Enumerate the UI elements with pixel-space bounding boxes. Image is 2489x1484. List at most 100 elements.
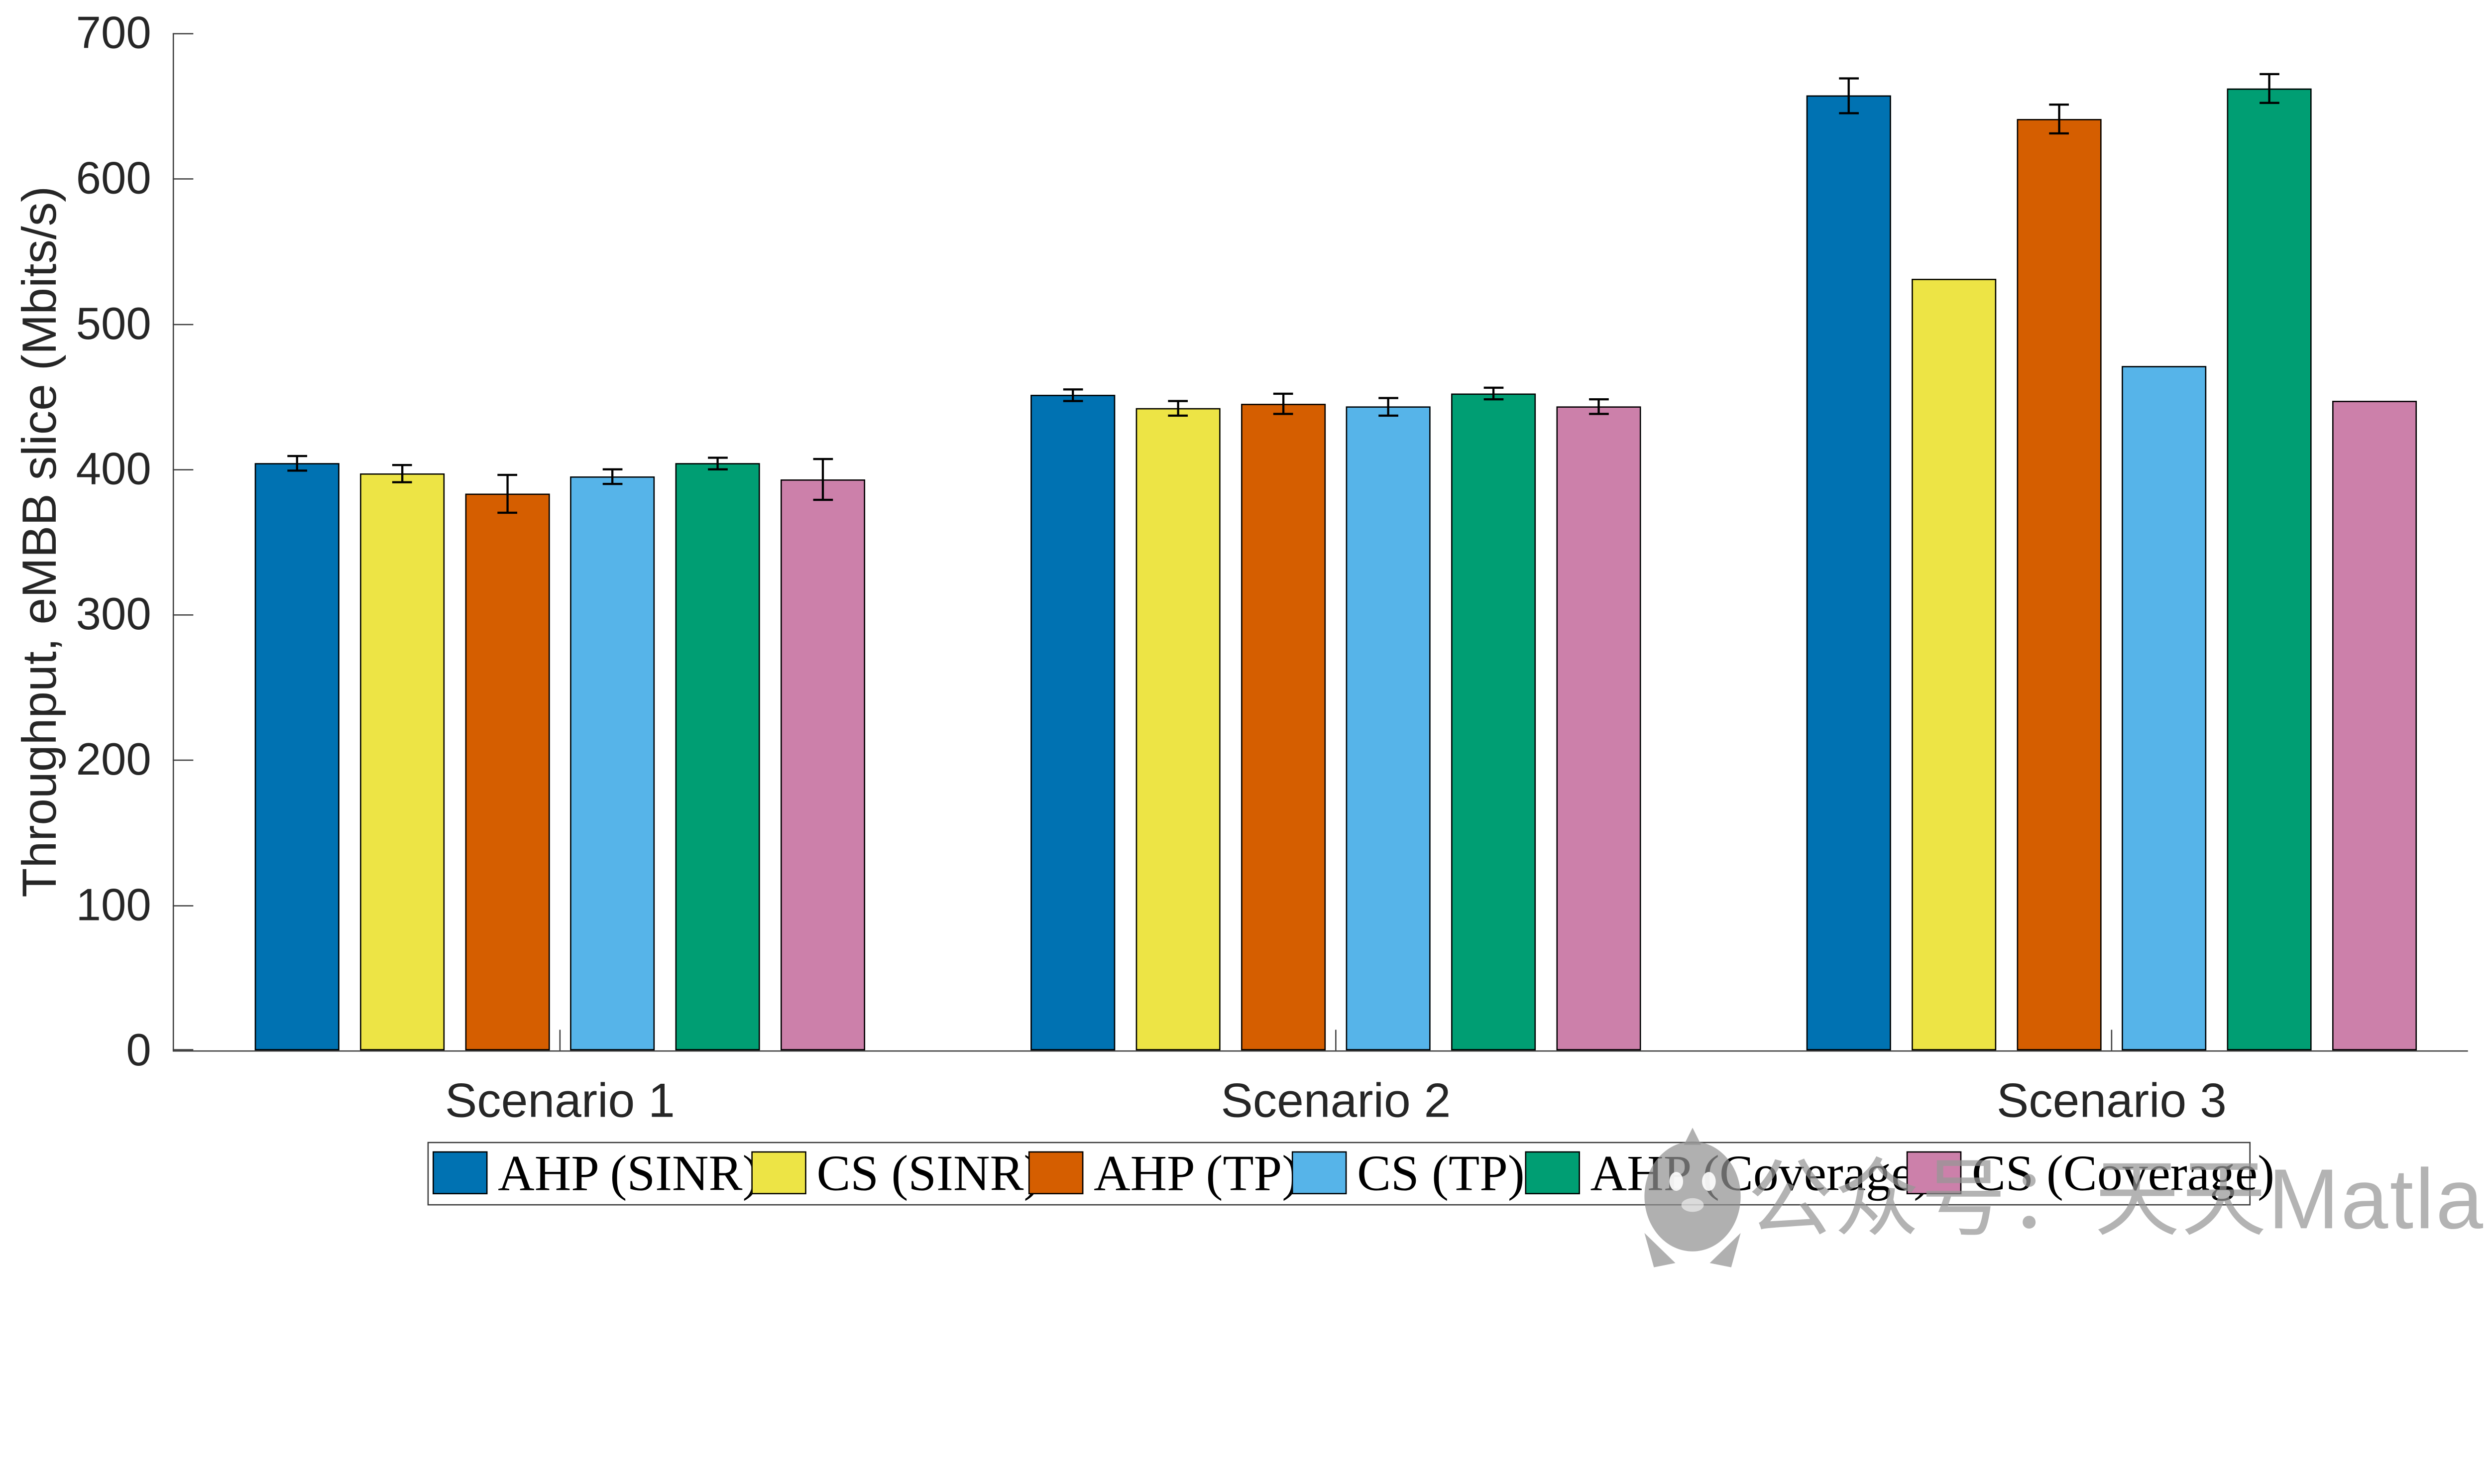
x-tick-mark (2111, 1029, 2113, 1050)
error-bar (296, 456, 298, 471)
y-tick-mark (172, 469, 194, 470)
error-bar (2058, 104, 2060, 133)
bar (1556, 406, 1641, 1050)
chart-canvas: Throughput, eMBB slice (Mbits/s) 0 100 200… (12, 7, 2489, 1267)
error-bar (1597, 399, 1600, 414)
y-tick-label: 400 (76, 444, 151, 494)
error-bar-cap-top (707, 457, 728, 459)
y-tick-label: 200 (76, 734, 151, 785)
bar (1806, 95, 1891, 1050)
error-bar-cap-bottom (2259, 102, 2279, 105)
y-tick-label: 700 (76, 7, 151, 58)
error-bar-cap-top (1273, 392, 1293, 395)
legend-label: AHP (TP) (1094, 1144, 1299, 1201)
bar (1451, 393, 1536, 1050)
x-axis-line (172, 1050, 2468, 1052)
bar (2227, 88, 2312, 1050)
error-bar (1072, 389, 1074, 401)
error-bar-cap-top (497, 474, 518, 476)
legend-label: CS (TP) (1357, 1144, 1525, 1201)
bar (1346, 406, 1431, 1050)
error-bar (1282, 393, 1284, 414)
legend-swatch-icon (1291, 1151, 1347, 1195)
error-bar-cap-top (392, 463, 412, 466)
x-tick-mark (559, 1029, 561, 1050)
y-tick-mark (172, 905, 194, 907)
bar (254, 463, 339, 1050)
y-tick-mark (172, 178, 194, 180)
bar (570, 476, 655, 1050)
legend-swatch-icon (1525, 1151, 1580, 1195)
error-bar-cap-top (287, 455, 307, 457)
error-bar-cap-top (1063, 388, 1083, 391)
bar (1030, 395, 1116, 1050)
y-tick-label: 500 (76, 298, 151, 349)
bar (1241, 403, 1326, 1050)
y-tick-label: 300 (76, 589, 151, 640)
error-bar-cap-bottom (1063, 400, 1083, 402)
y-axis-line (172, 33, 174, 1050)
legend-label: AHP (SINR) (498, 1144, 760, 1201)
bar (1135, 408, 1221, 1050)
error-bar (401, 464, 404, 482)
bar (359, 473, 445, 1050)
error-bar (1847, 78, 1850, 113)
error-bar-cap-bottom (1588, 413, 1609, 415)
legend-swatch-icon (433, 1151, 488, 1195)
error-bar-cap-bottom (497, 512, 518, 514)
legend-label: CS (SINR) (816, 1144, 1041, 1201)
x-category-label: Scenario 3 (1996, 1073, 2227, 1128)
error-bar-cap-top (1378, 397, 1398, 399)
error-bar (1387, 398, 1390, 416)
y-tick-mark (172, 324, 194, 325)
error-bar-cap-bottom (1168, 414, 1188, 417)
error-bar (716, 457, 719, 469)
error-bar-cap-top (1168, 400, 1188, 402)
bar (2017, 118, 2102, 1050)
legend-swatch-icon (1028, 1151, 1084, 1195)
error-bar-cap-bottom (1483, 398, 1504, 401)
y-tick-mark (172, 614, 194, 616)
x-category-label: Scenario 2 (1221, 1073, 1451, 1128)
watermark-logo (1644, 1128, 1741, 1267)
error-bar-cap-bottom (1378, 414, 1398, 417)
y-tick-label: 100 (76, 880, 151, 930)
bar (2122, 365, 2207, 1050)
x-tick-mark (1335, 1029, 1337, 1050)
error-bar-cap-top (1588, 398, 1609, 401)
legend-label: CS (Coverage) (1971, 1144, 2274, 1201)
legend-swatch-icon (1906, 1151, 1962, 1195)
error-bar-cap-bottom (287, 469, 307, 472)
y-tick-mark (172, 1049, 194, 1050)
error-bar-cap-top (2259, 73, 2279, 75)
error-bar (506, 474, 509, 513)
y-tick-mark (172, 33, 194, 35)
legend-swatch-icon (751, 1151, 806, 1195)
error-bar-cap-top (813, 458, 833, 460)
error-bar (1177, 401, 1179, 416)
error-bar-cap-bottom (602, 482, 623, 485)
y-tick-label: 0 (126, 1025, 151, 1075)
watermark-text: 公众号：天天Matlab (1747, 1151, 2489, 1247)
y-tick-mark (172, 760, 194, 761)
error-bar (1492, 387, 1495, 400)
bar (1912, 278, 1997, 1050)
error-bar-cap-bottom (813, 498, 833, 501)
error-bar (2268, 74, 2270, 103)
error-bar-cap-top (602, 468, 623, 470)
error-bar-cap-bottom (2049, 132, 2069, 135)
error-bar (821, 458, 824, 500)
error-bar-cap-bottom (707, 468, 728, 470)
y-tick-label: 600 (76, 153, 151, 204)
error-bar-cap-top (2049, 103, 2069, 106)
bar (465, 493, 550, 1050)
bar (781, 479, 866, 1050)
error-bar (611, 469, 614, 484)
error-bar-cap-top (1483, 387, 1504, 389)
bar (675, 463, 760, 1050)
bar (2332, 401, 2417, 1050)
error-bar-cap-bottom (1838, 112, 1859, 114)
error-bar-cap-bottom (392, 481, 412, 484)
error-bar-cap-bottom (1273, 413, 1293, 415)
x-category-label: Scenario 1 (445, 1073, 675, 1128)
